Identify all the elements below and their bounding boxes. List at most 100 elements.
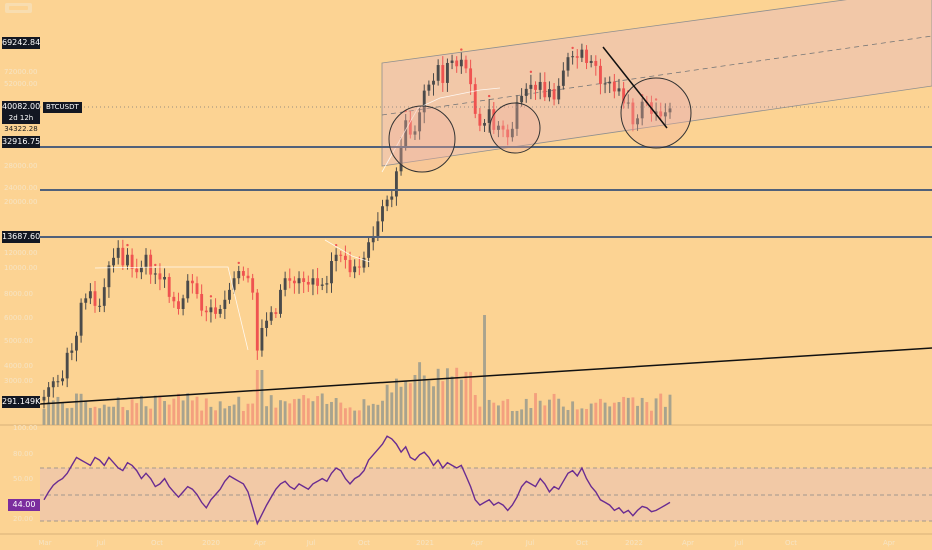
candle-body[interactable] [418, 112, 422, 132]
candle-body[interactable] [186, 280, 190, 299]
candle-body[interactable] [529, 84, 533, 89]
candle-body[interactable] [432, 80, 435, 85]
candle-body[interactable] [93, 291, 97, 306]
candle-body[interactable] [390, 196, 394, 200]
candle-body[interactable] [144, 254, 148, 268]
candle-body[interactable] [566, 57, 570, 71]
candle-body[interactable] [255, 292, 259, 351]
candle-body[interactable] [608, 81, 612, 84]
candle-body[interactable] [237, 271, 241, 279]
candle-body[interactable] [659, 111, 663, 117]
candle-body[interactable] [126, 254, 129, 266]
candle-body[interactable] [292, 280, 296, 284]
candle-body[interactable] [283, 278, 287, 290]
candle-body[interactable] [334, 254, 338, 262]
candle-body[interactable] [599, 65, 602, 84]
candle-body[interactable] [543, 81, 547, 98]
candle-body[interactable] [246, 275, 250, 279]
candle-body[interactable] [487, 109, 491, 123]
candle-body[interactable] [450, 60, 454, 63]
candle-body[interactable] [552, 89, 556, 100]
candle-body[interactable] [580, 49, 584, 58]
candle-body[interactable] [260, 327, 264, 351]
candle-body[interactable] [399, 146, 403, 172]
candle-body[interactable] [112, 257, 115, 266]
candle-body[interactable] [297, 278, 301, 284]
candle-body[interactable] [501, 125, 505, 130]
candle-body[interactable] [547, 89, 551, 98]
candle-body[interactable] [121, 247, 125, 266]
candle-body[interactable] [394, 171, 398, 197]
candle-body[interactable] [353, 266, 357, 273]
candle-body[interactable] [274, 312, 278, 314]
candle-body[interactable] [288, 278, 292, 281]
candle-body[interactable] [61, 378, 64, 382]
candle-body[interactable] [163, 276, 167, 280]
candle-body[interactable] [47, 387, 51, 397]
candle-body[interactable] [130, 254, 134, 269]
candle-body[interactable] [473, 84, 477, 114]
candle-body[interactable] [603, 83, 607, 85]
candle-body[interactable] [663, 112, 667, 117]
candle-body[interactable] [469, 68, 473, 85]
candle-body[interactable] [251, 278, 255, 293]
candle-body[interactable] [204, 310, 208, 313]
candle-body[interactable] [362, 257, 366, 268]
candle-body[interactable] [357, 266, 361, 268]
candle-body[interactable] [459, 59, 463, 67]
candle-body[interactable] [640, 101, 644, 119]
candle-body[interactable] [172, 296, 176, 302]
candle-body[interactable] [79, 302, 83, 336]
candle-body[interactable] [455, 60, 459, 67]
candle-body[interactable] [557, 85, 561, 100]
candle-body[interactable] [98, 305, 102, 307]
candle-body[interactable] [51, 381, 55, 388]
candle-body[interactable] [107, 265, 111, 288]
candle-body[interactable] [510, 128, 514, 138]
candle-body[interactable] [135, 268, 139, 273]
candle-body[interactable] [311, 278, 315, 285]
candle-body[interactable] [75, 335, 78, 351]
candle-body[interactable] [232, 278, 236, 290]
candle-body[interactable] [654, 111, 658, 114]
candle-body[interactable] [325, 283, 329, 285]
candle-body[interactable] [385, 199, 389, 207]
candle-body[interactable] [524, 88, 528, 96]
candle-body[interactable] [330, 261, 333, 284]
candle-body[interactable] [626, 102, 630, 104]
candle-body[interactable] [190, 280, 194, 284]
candle-body[interactable] [506, 129, 510, 138]
candle-body[interactable] [306, 281, 310, 285]
candle-body[interactable] [195, 283, 199, 295]
candle-body[interactable] [617, 88, 621, 92]
candle-body[interactable] [241, 271, 245, 276]
candle-body[interactable] [594, 60, 598, 66]
candle-body[interactable] [181, 298, 185, 309]
candle-body[interactable] [209, 307, 213, 313]
candle-body[interactable] [200, 294, 204, 311]
candle-body[interactable] [589, 60, 593, 63]
candle-body[interactable] [422, 90, 426, 113]
highlight-circle-1[interactable] [388, 105, 456, 173]
candle-body[interactable] [631, 102, 635, 125]
candle-body[interactable] [177, 301, 180, 309]
candle-body[interactable] [496, 125, 500, 130]
candle-body[interactable] [218, 308, 222, 314]
highlight-circle-2[interactable] [489, 102, 541, 154]
candlesticks[interactable] [42, 43, 672, 409]
candle-body[interactable] [483, 122, 486, 126]
candle-body[interactable] [149, 254, 153, 275]
candle-body[interactable] [158, 273, 162, 280]
candle-body[interactable] [316, 278, 320, 286]
candle-body[interactable] [561, 70, 565, 86]
candle-body[interactable] [348, 259, 352, 273]
candle-body[interactable] [279, 289, 282, 314]
candle-body[interactable] [478, 113, 482, 126]
candle-body[interactable] [492, 109, 496, 130]
candle-body[interactable] [70, 350, 74, 353]
candle-body[interactable] [265, 320, 269, 328]
time-axis[interactable]: Mar Jul Oct 2020 Apr Jul Oct 2021 Apr Jul Oct 2022 A… [38, 539, 895, 547]
candle-body[interactable] [371, 236, 375, 243]
candle-body[interactable] [339, 254, 343, 256]
